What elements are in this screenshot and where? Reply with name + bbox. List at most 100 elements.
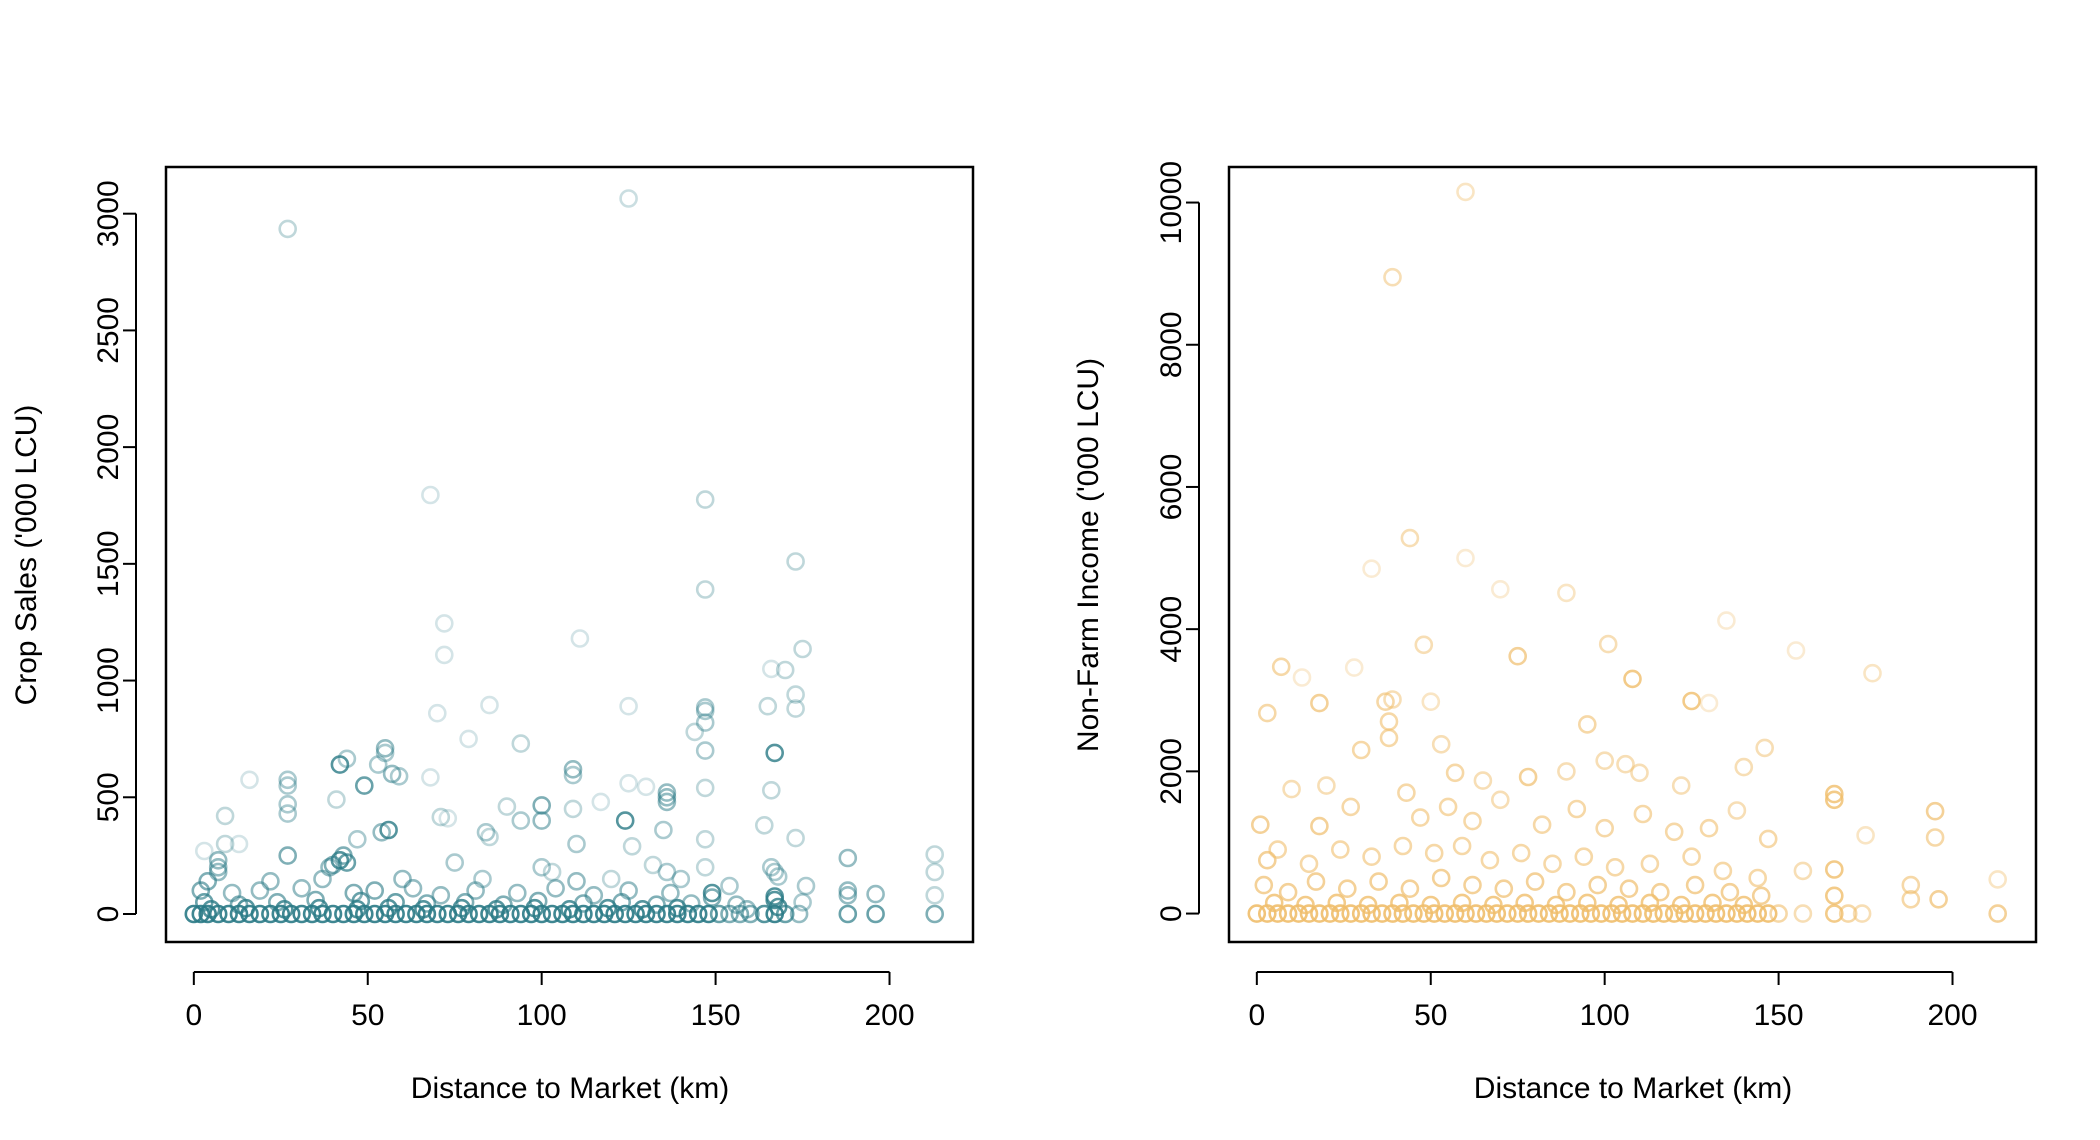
data-point (421, 768, 440, 787)
data-point (678, 904, 698, 924)
y-tick-label: 8000 (1155, 311, 1188, 378)
data-point (347, 899, 367, 919)
data-point (695, 741, 715, 760)
data-point (1372, 904, 1392, 923)
data-point (278, 776, 298, 795)
data-point (1487, 904, 1507, 923)
data-point (1567, 799, 1587, 819)
data-point (330, 755, 350, 774)
data-point (1748, 868, 1767, 888)
data-point (619, 773, 638, 793)
data-point (1456, 182, 1475, 202)
data-point (1515, 893, 1534, 913)
data-point (765, 743, 785, 763)
data-point (758, 696, 778, 716)
data-point (1574, 847, 1594, 867)
y-axis: 0 500 1000 1500 2000 2500 3000 (92, 180, 137, 922)
data-point (786, 828, 805, 848)
data-point (1713, 861, 1733, 881)
data-point (1491, 790, 1510, 810)
data-point (1578, 893, 1597, 913)
data-point (775, 660, 795, 680)
data-point (560, 899, 579, 919)
data-point (563, 765, 583, 785)
data-point (1616, 754, 1635, 774)
y-tick-label: 1000 (92, 647, 125, 714)
data-point (1525, 872, 1545, 891)
data-point (1247, 904, 1267, 923)
data-point (695, 829, 715, 849)
data-point (768, 867, 788, 886)
data-point (1734, 757, 1754, 777)
data-point (1591, 904, 1611, 923)
data-point (1640, 893, 1660, 913)
data-point (1550, 904, 1569, 923)
data-point (480, 695, 499, 715)
data-point (615, 811, 635, 830)
data-point (657, 792, 677, 812)
data-point (1557, 762, 1576, 781)
data-point (567, 871, 586, 891)
data-point (838, 885, 858, 905)
data-point (490, 904, 510, 924)
data-point (1901, 875, 1921, 895)
data-point (567, 834, 586, 854)
data-point (1466, 904, 1486, 923)
data-point (511, 811, 531, 830)
data-point (1393, 836, 1413, 856)
data-point (1310, 904, 1329, 923)
data-point (685, 722, 705, 742)
data-point (1369, 872, 1388, 891)
data-point (1623, 669, 1642, 689)
data-point (720, 876, 739, 896)
data-point (661, 883, 680, 903)
data-point (1758, 829, 1778, 849)
data-point (925, 904, 945, 924)
data-point (1431, 868, 1451, 888)
data-point (1344, 658, 1364, 677)
x-tick-label: 0 (1248, 999, 1265, 1032)
data-point (765, 862, 785, 882)
data-point (1825, 904, 1844, 923)
data-point (431, 807, 451, 827)
data-point (737, 899, 757, 919)
y-tick-label: 4000 (1155, 596, 1188, 663)
data-point (754, 904, 774, 924)
data-point (1278, 882, 1298, 902)
data-point (1557, 583, 1576, 603)
data-point (1445, 763, 1465, 783)
x-tick-label: 100 (517, 999, 567, 1032)
data-point (654, 820, 673, 840)
x-tick-label: 50 (1414, 999, 1447, 1032)
data-point (1925, 828, 1945, 847)
y-tick-label: 2000 (92, 414, 125, 481)
data-point (619, 696, 638, 716)
x-tick-label: 100 (1580, 999, 1630, 1032)
data-point (1793, 904, 1813, 923)
data-point (1327, 893, 1347, 913)
data-point (323, 855, 343, 875)
data-point (695, 778, 715, 798)
data-point (1498, 904, 1517, 923)
data-point (1452, 893, 1472, 913)
data-point (1292, 668, 1312, 687)
data-point (775, 904, 795, 924)
data-point (1331, 904, 1350, 923)
data-point (1838, 904, 1858, 923)
data-point (793, 639, 812, 659)
data-point (1310, 816, 1329, 836)
data-point (761, 857, 781, 877)
data-point (695, 698, 715, 717)
data-point (622, 836, 642, 856)
data-point (1856, 825, 1875, 845)
data-point (1581, 904, 1601, 923)
data-point (615, 904, 635, 924)
data-point (1258, 850, 1277, 870)
data-point (1644, 904, 1663, 923)
data-point (709, 904, 729, 924)
data-point (1557, 882, 1576, 902)
data-point (1605, 857, 1625, 877)
data-point (765, 904, 785, 924)
data-point (667, 898, 687, 918)
data-point (1463, 875, 1482, 895)
